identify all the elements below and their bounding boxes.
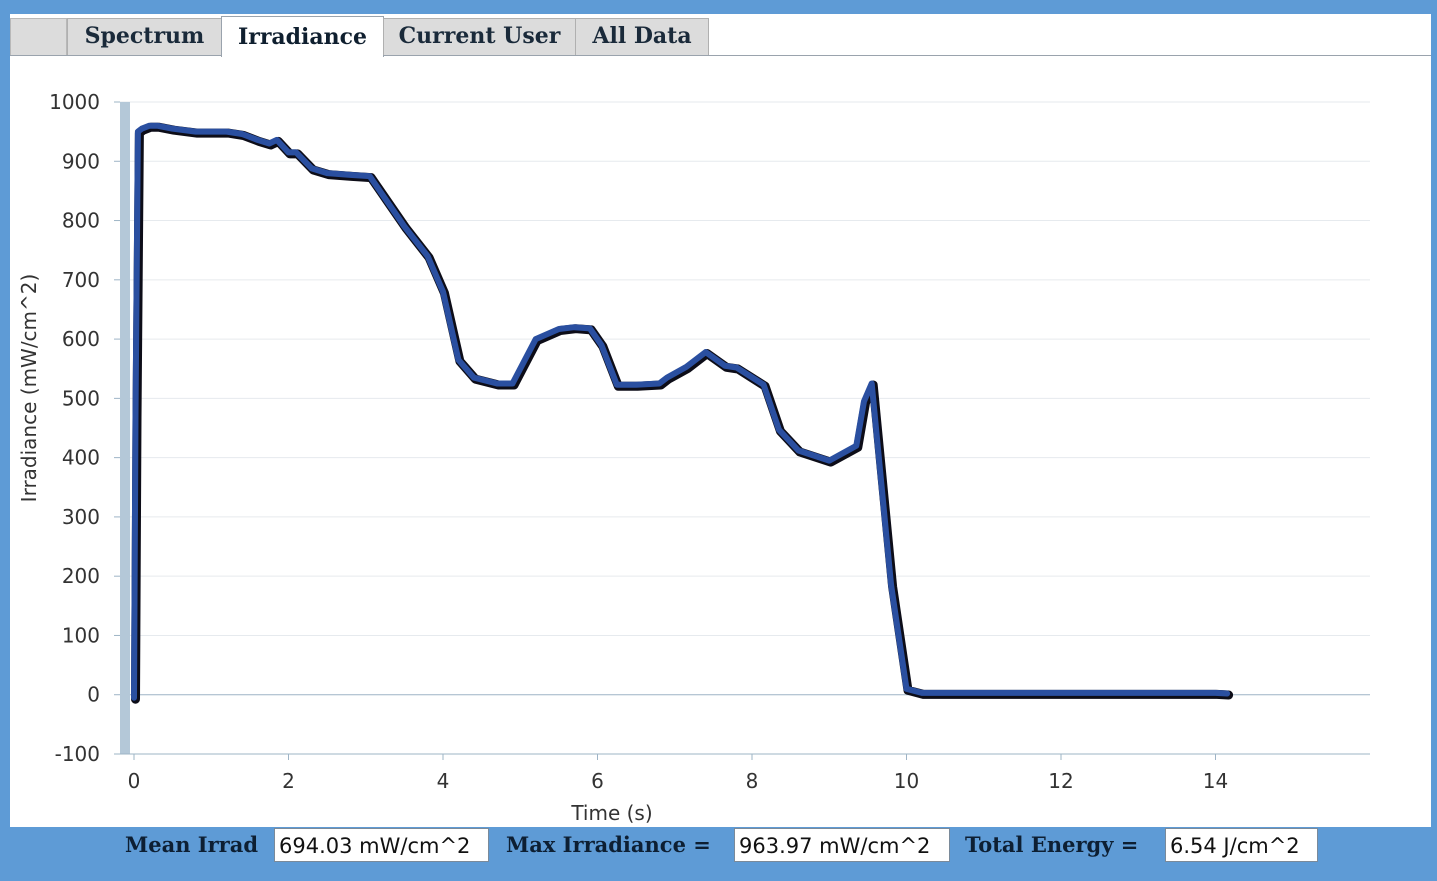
y-tick-label: 700 bbox=[62, 268, 100, 292]
x-tick-label: 12 bbox=[1048, 769, 1073, 793]
x-tick-labels: 0 2 4 6 8 10 12 14 bbox=[128, 754, 1228, 793]
status-bar: Mean Irrad 694.03 mW/cm^2 Max Irradiance… bbox=[10, 827, 1431, 863]
irradiance-panel: Spectrum Irradiance Current User All Dat… bbox=[10, 14, 1431, 827]
x-tick-label: 14 bbox=[1203, 769, 1228, 793]
max-irradiance-label: Max Irradiance = bbox=[506, 832, 711, 857]
y-tick-label: 200 bbox=[62, 564, 100, 588]
mean-irradiance-value: 694.03 mW/cm^2 bbox=[274, 828, 489, 862]
y-tick-label: 100 bbox=[62, 623, 100, 647]
irradiance-series-line bbox=[131, 122, 1231, 701]
max-irradiance-value: 963.97 mW/cm^2 bbox=[734, 828, 950, 862]
chart-series bbox=[131, 122, 1234, 704]
tab-strip-spacer bbox=[10, 18, 67, 55]
y-tick-label: 800 bbox=[62, 209, 100, 233]
y-axis-band bbox=[120, 102, 130, 754]
irradiance-chart: -100 0 100 200 300 400 500 600 700 800 900 1000 0 2 4… bbox=[10, 58, 1431, 827]
chart-grid bbox=[120, 101, 1370, 755]
x-tick-label: 0 bbox=[128, 769, 141, 793]
tab-all-data[interactable]: All Data bbox=[575, 18, 709, 55]
tab-irradiance[interactable]: Irradiance bbox=[221, 16, 384, 57]
mean-irradiance-label: Mean Irrad bbox=[125, 832, 259, 857]
y-tick-label: 900 bbox=[62, 149, 100, 173]
y-tick-label: -100 bbox=[55, 742, 100, 766]
y-axis-label: Irradiance (mW/cm^2) bbox=[17, 274, 41, 503]
y-tick-label: 0 bbox=[87, 683, 100, 707]
y-tick-label: 500 bbox=[62, 386, 100, 410]
x-tick-label: 6 bbox=[591, 769, 604, 793]
x-tick-label: 10 bbox=[894, 769, 919, 793]
x-axis-label: Time (s) bbox=[570, 801, 652, 825]
series-line-shadow bbox=[131, 122, 1234, 704]
y-tick-label: 1000 bbox=[49, 90, 100, 114]
x-tick-label: 2 bbox=[282, 769, 295, 793]
x-tick-label: 4 bbox=[437, 769, 450, 793]
irradiance-chart-svg: -100 0 100 200 300 400 500 600 700 800 900 1000 0 2 4… bbox=[17, 90, 1370, 825]
y-tick-label: 600 bbox=[62, 327, 100, 351]
total-energy-label: Total Energy = bbox=[965, 832, 1139, 857]
tab-bar: Spectrum Irradiance Current User All Dat… bbox=[10, 14, 1431, 57]
y-tick-label: 300 bbox=[62, 505, 100, 529]
y-tick-labels: -100 0 100 200 300 400 500 600 700 800 900 1000 bbox=[49, 90, 120, 766]
tab-current-user[interactable]: Current User bbox=[383, 18, 576, 55]
x-tick-label: 8 bbox=[746, 769, 759, 793]
tab-spectrum[interactable]: Spectrum bbox=[67, 18, 222, 55]
total-energy-value: 6.54 J/cm^2 bbox=[1165, 828, 1318, 862]
y-tick-label: 400 bbox=[62, 446, 100, 470]
